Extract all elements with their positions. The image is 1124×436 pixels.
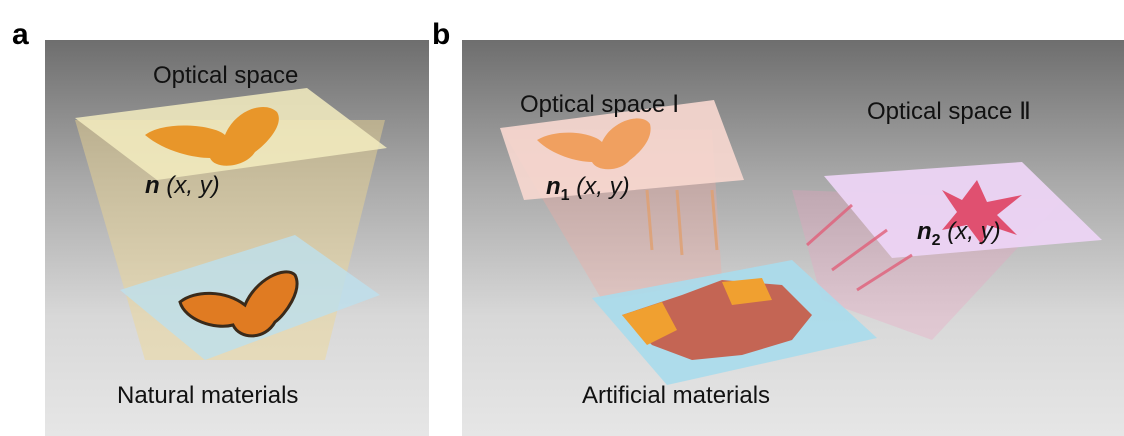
- refractive-index-formula-1: n1 (x, y): [546, 173, 630, 205]
- refractive-index-formula-2: n2 (x, y): [917, 218, 1001, 250]
- panel-a: Optical space n (x, y) Natural materials: [45, 40, 429, 436]
- panel-b-illustration: [500, 100, 1102, 385]
- butterfly-projection-icon: [145, 106, 279, 166]
- formula-2-subscript: 2: [931, 231, 941, 249]
- optical-space-1-title: Optical space Ⅰ: [520, 91, 680, 118]
- butterfly-icon: [178, 270, 299, 338]
- formula-1-symbol: n: [546, 173, 561, 200]
- artificial-materials-label: Artificial materials: [582, 382, 771, 409]
- refractive-index-formula: n (x, y): [145, 172, 220, 200]
- panel-a-label: a: [12, 18, 29, 51]
- formula-2-args: (x, y): [947, 218, 1001, 245]
- butterfly-pixels: [622, 278, 772, 345]
- optical-space-2-title: Optical space Ⅱ: [867, 98, 1031, 125]
- optical-space-title: Optical space: [153, 62, 299, 89]
- natural-materials-label: Natural materials: [117, 382, 299, 409]
- formula-1-subscript: 1: [560, 186, 570, 204]
- panel-a-illustration: [75, 88, 387, 360]
- arrows-to-space-2: [806, 203, 913, 292]
- butterfly-projection-icon: [537, 118, 651, 170]
- formula-symbol: n: [145, 172, 160, 199]
- arrows-to-space-1: [645, 189, 719, 256]
- panel-b-label: b: [432, 18, 451, 51]
- formula-1-args: (x, y): [576, 173, 630, 200]
- formula-2-symbol: n: [917, 218, 932, 245]
- formula-args: (x, y): [166, 172, 220, 199]
- leaf-projection-icon: [942, 180, 1022, 245]
- panel-b: Optical space Ⅰ Optical space Ⅱ n1 (x, y…: [462, 40, 1124, 436]
